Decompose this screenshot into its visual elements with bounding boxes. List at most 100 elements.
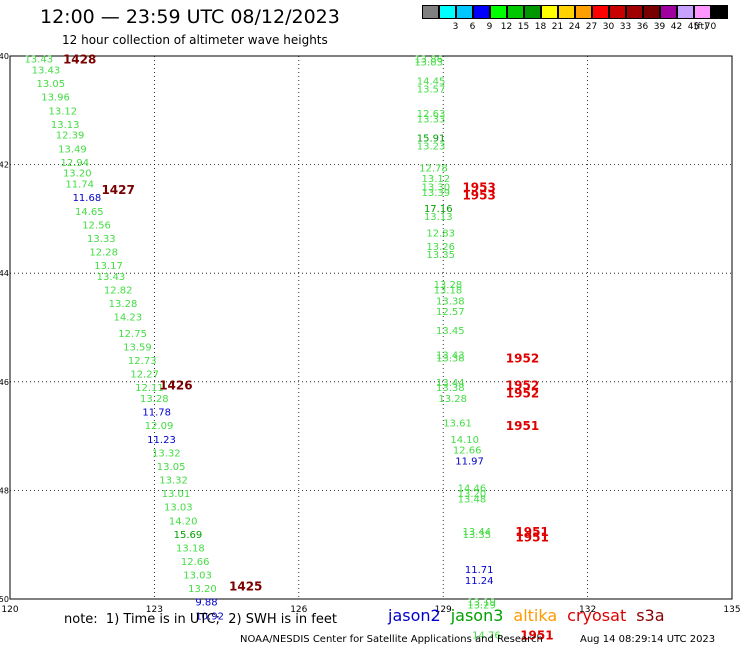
wave-height-point: 13.30 xyxy=(422,182,451,193)
color-scale-swatch xyxy=(643,5,660,19)
color-scale-label: 70 xyxy=(704,22,717,32)
wave-height-point: 15.69 xyxy=(174,530,203,541)
color-scale-label: 3 xyxy=(452,22,459,32)
wave-height-point: 12.39 xyxy=(56,131,85,142)
wave-height-point: 13.38 xyxy=(436,296,465,307)
wave-height-point: 13.38 xyxy=(436,353,465,364)
wave-height-point: 13.33 xyxy=(417,114,446,125)
wave-height-point: 13.18 xyxy=(176,543,205,554)
y-tick-label: -48 xyxy=(0,486,9,495)
time-markers: 1428142714261425195319531952195219521951… xyxy=(63,53,554,643)
color-scale-swatch xyxy=(541,5,558,19)
chart-title: 12:00 — 23:59 UTC 08/12/2023 xyxy=(40,6,340,28)
wave-height-point: 14.65 xyxy=(75,207,104,218)
wave-height-point: 13.28 xyxy=(434,280,463,291)
wave-height-point: 13.43 xyxy=(32,66,61,77)
gridlines xyxy=(10,56,732,599)
time-marker: 1426 xyxy=(159,379,192,393)
wave-height-point: 12.63 xyxy=(417,109,446,120)
color-scale-swatch xyxy=(609,5,626,19)
color-scale-swatch xyxy=(439,5,456,19)
y-tick-label: -40 xyxy=(0,52,9,61)
wave-height-point: 14.46 xyxy=(458,484,487,495)
wave-height-point: 13.20 xyxy=(63,169,92,180)
x-tick-label: 123 xyxy=(146,605,163,615)
satellite-legend-jason3: jason3 xyxy=(450,606,504,625)
time-marker: 1952 xyxy=(506,387,539,401)
wave-height-point: 12.11 xyxy=(135,383,164,394)
wave-height-point: 13.17 xyxy=(94,261,123,272)
wave-height-point: 13.23 xyxy=(417,142,446,153)
wave-height-point: 11.71 xyxy=(465,565,494,576)
wave-height-point: 13.86 xyxy=(414,55,443,66)
color-scale-label: 42 xyxy=(670,22,683,32)
x-tick-labels: 120 123 126 129 132 135 xyxy=(1,605,740,615)
y-tick-label: -46 xyxy=(0,378,9,387)
wave-height-point: 13.33 xyxy=(87,234,116,245)
wave-height-point: 13.13 xyxy=(424,212,453,223)
wave-height-point: 13.03 xyxy=(164,503,193,514)
wave-height-point: 13.32 xyxy=(159,476,188,487)
wave-height-point: 13.61 xyxy=(443,419,472,430)
wave-height-point: 13.39 xyxy=(422,188,451,199)
time-marker: 1953 xyxy=(462,180,495,194)
y-tick-label: -50 xyxy=(0,595,9,604)
wave-height-point: 13.48 xyxy=(458,495,487,506)
wave-height-point: 13.83 xyxy=(414,57,443,68)
color-scale-swatch xyxy=(711,5,728,19)
wave-height-point: 11.23 xyxy=(147,435,176,446)
color-scale-label: 18 xyxy=(534,22,547,32)
color-scale-label: 21 xyxy=(551,22,564,32)
color-scale-label: 33 xyxy=(619,22,632,32)
wave-height-point: 13.32 xyxy=(152,448,181,459)
time-marker: 1951 xyxy=(515,531,548,545)
color-scale-label: 36 xyxy=(636,22,649,32)
credit-text: NOAA/NESDIS Center for Satellite Applica… xyxy=(240,634,543,645)
wave-height-point: 13.59 xyxy=(123,343,152,354)
chart-subtitle: 12 hour collection of altimeter wave hei… xyxy=(62,33,328,47)
wave-height-point: 13.20 xyxy=(188,584,217,595)
generation-timestamp: Aug 14 08:29:14 UTC 2023 xyxy=(580,634,716,645)
wave-height-point: 12.75 xyxy=(118,329,147,340)
satellite-legend-s3a: s3a xyxy=(636,606,665,625)
time-marker: 1953 xyxy=(462,188,495,202)
wave-height-point: 12.73 xyxy=(128,356,157,367)
wave-height-point: 13.96 xyxy=(41,93,70,104)
wave-height-point: 9.88 xyxy=(195,598,217,609)
color-scale-label: 15 xyxy=(517,22,530,32)
wave-height-point: 15.91 xyxy=(417,133,446,144)
wave-height-point: 13.05 xyxy=(157,462,186,473)
wave-height-point: 12.82 xyxy=(104,285,133,296)
wave-height-point: 14.23 xyxy=(113,313,142,324)
color-scale-swatch xyxy=(422,5,439,19)
wave-height-point: 13.57 xyxy=(417,85,446,96)
wave-height-point: 11.78 xyxy=(142,408,171,419)
color-scale-swatch xyxy=(575,5,592,19)
wave-height-point: 14.45 xyxy=(417,76,446,87)
wave-height-point: 10.92 xyxy=(195,611,224,622)
wave-height-point: 13.29 xyxy=(467,600,496,611)
color-scale-label: 12 xyxy=(500,22,513,32)
wave-height-point: 12.66 xyxy=(453,446,482,457)
x-tick-label: 126 xyxy=(290,605,307,615)
wave-height-point: 13.49 xyxy=(58,144,87,155)
wave-height-point: 14.20 xyxy=(169,516,198,527)
wave-height-point: 13.45 xyxy=(436,326,465,337)
time-marker: 1427 xyxy=(101,183,134,197)
wave-height-point: 14.76 xyxy=(472,630,501,641)
wave-height-point: 12.27 xyxy=(130,370,159,381)
color-scale-label: 24 xyxy=(568,22,581,32)
wave-height-point: 13.18 xyxy=(434,285,463,296)
wave-height-point: 13.28 xyxy=(438,394,467,405)
wave-height-point: 13.43 xyxy=(436,351,465,362)
color-scale-label: 6 xyxy=(469,22,476,32)
y-tick-label: -44 xyxy=(0,269,9,278)
time-marker: 1951 xyxy=(520,628,553,642)
wave-height-point: 13.35 xyxy=(462,530,491,541)
wave-height-point: 14.10 xyxy=(450,435,479,446)
wave-height-point: 13.38 xyxy=(436,383,465,394)
color-scale-label: 9 xyxy=(486,22,493,32)
color-scale-swatch xyxy=(524,5,541,19)
wave-height-point: 12.83 xyxy=(426,228,455,239)
